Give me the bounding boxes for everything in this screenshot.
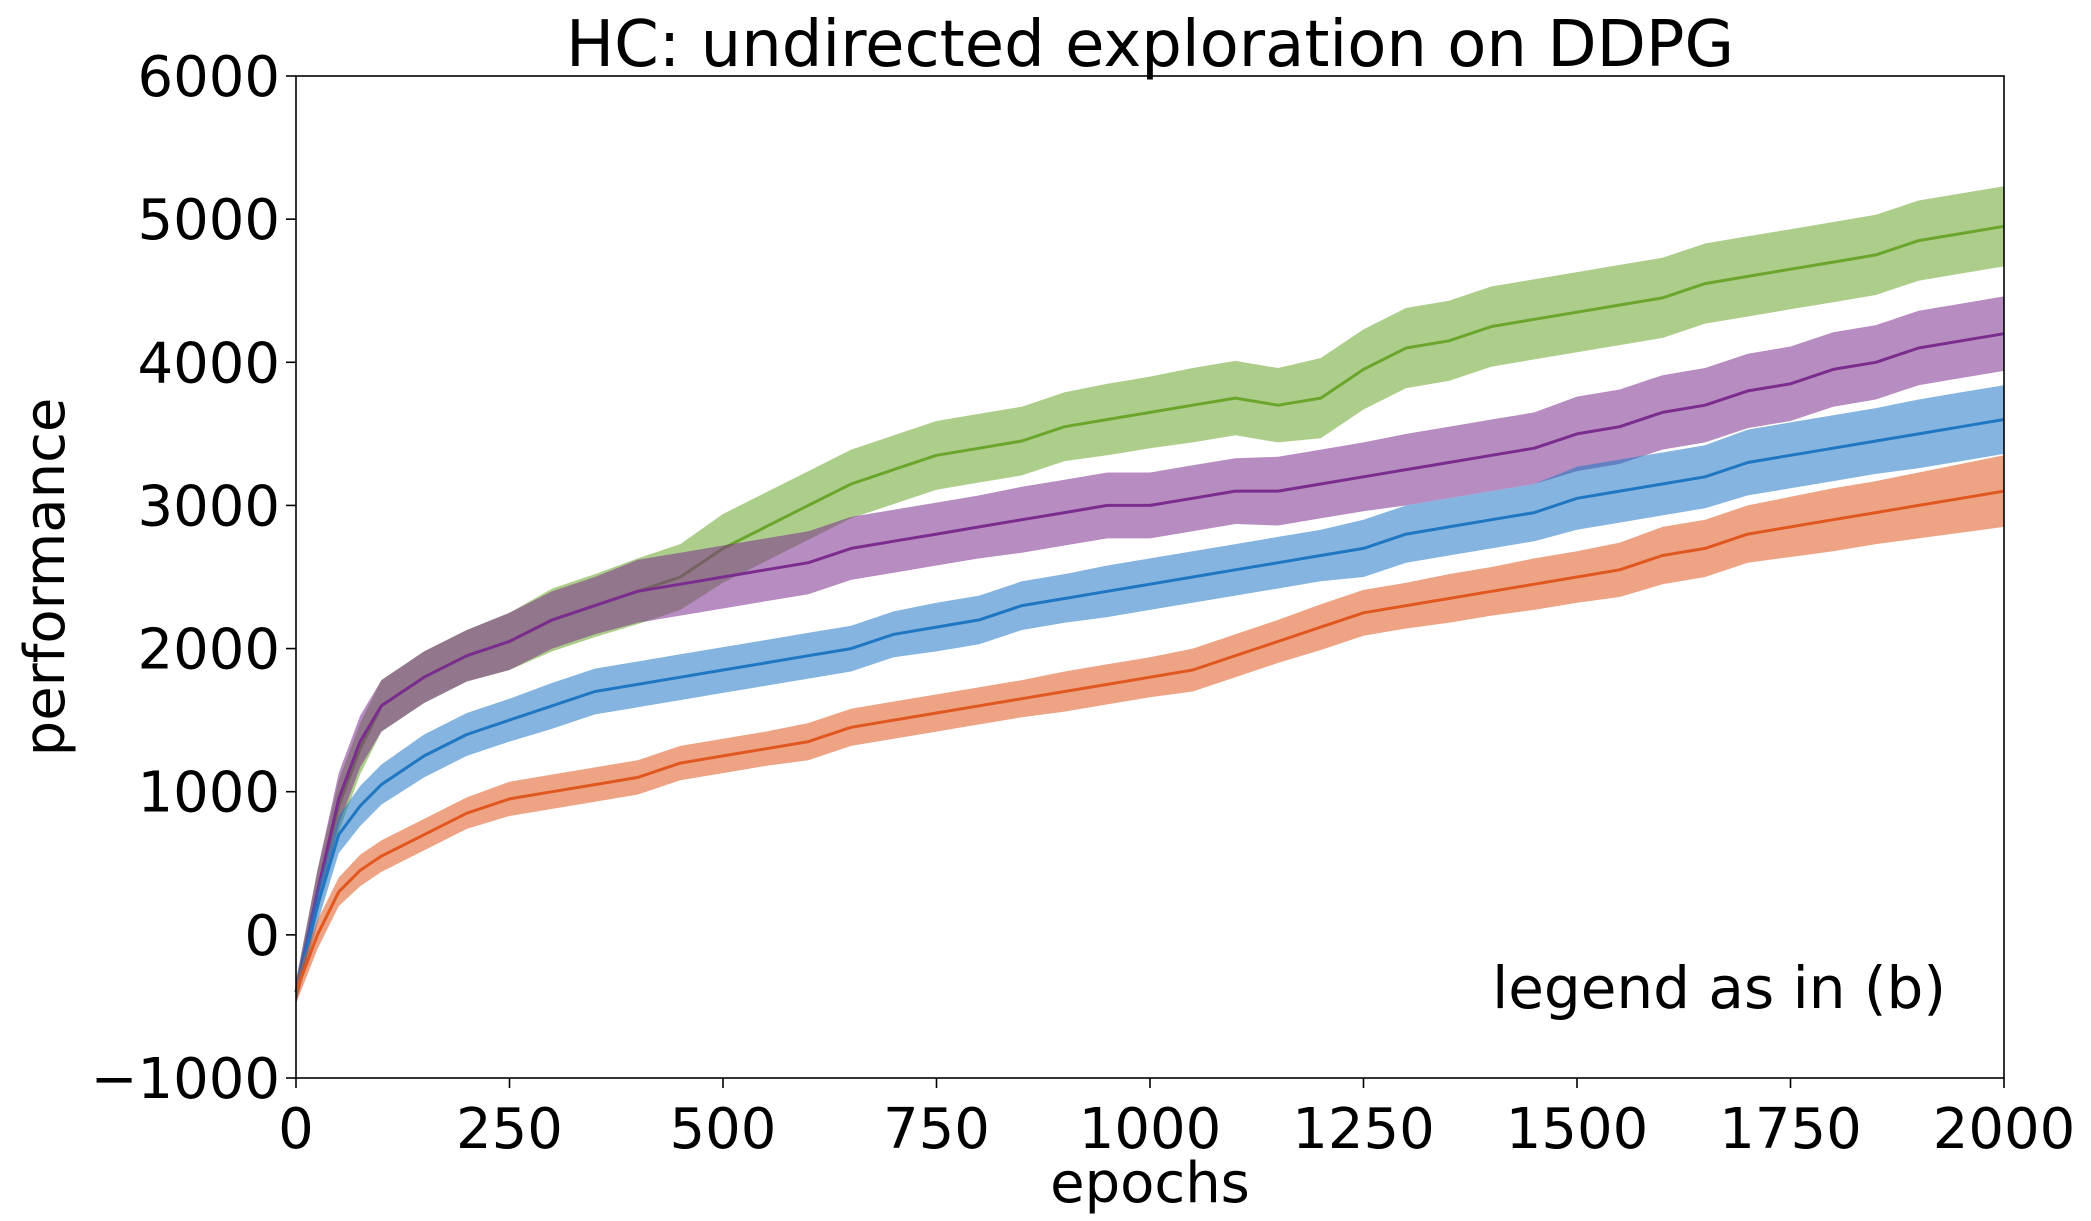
series-4-line (294, 489, 2005, 993)
x-tick-label: 1500 (1506, 1097, 1649, 1162)
y-tick-label: 0 (244, 904, 280, 969)
y-tick-label: 6000 (137, 45, 280, 110)
x-axis-label: epochs (1050, 1151, 1250, 1216)
y-tick-label: 2000 (137, 618, 280, 683)
x-tick-label: 1750 (1719, 1097, 1862, 1162)
y-tick-label: 4000 (137, 331, 280, 396)
x-tick-label: 500 (670, 1097, 777, 1162)
y-axis: −1000 0 1000 2000 3000 4000 5000 6000 (91, 45, 296, 1112)
y-tick-label: 3000 (137, 474, 280, 539)
y-axis-label: performance (13, 398, 78, 757)
plot-area (294, 186, 2005, 1004)
x-tick-label: 2000 (1933, 1097, 2076, 1162)
y-tick-label: 5000 (137, 188, 280, 253)
series-2-line (294, 332, 2005, 993)
series-3-line (294, 418, 2005, 993)
x-axis: 0 250 500 750 1000 1250 1500 1750 2000 (278, 1078, 2075, 1162)
x-tick-label: 250 (456, 1097, 563, 1162)
x-tick-label: 750 (883, 1097, 990, 1162)
chart-title: HC: undirected exploration on DDPG (566, 8, 1734, 82)
y-tick-label: −1000 (91, 1047, 280, 1112)
x-tick-label: 0 (278, 1097, 314, 1162)
series-4-band (296, 455, 2004, 1004)
legend-note: legend as in (b) (1492, 954, 1946, 1022)
series-2-band (296, 296, 2004, 1004)
y-tick-label: 1000 (137, 761, 280, 826)
x-tick-label: 1250 (1292, 1097, 1435, 1162)
x-tick-label: 1000 (1079, 1097, 1222, 1162)
